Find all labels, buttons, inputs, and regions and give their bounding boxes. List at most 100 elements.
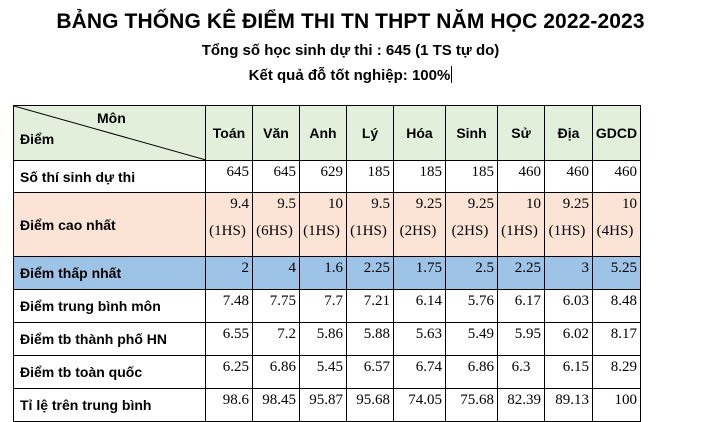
student-count-note: (1HS) xyxy=(303,223,340,239)
table-cell: 645 xyxy=(252,160,300,193)
table-cell: 6.02 xyxy=(544,322,593,356)
table-cell: 6.3 xyxy=(497,355,545,389)
table-cell: 89.13 xyxy=(544,388,593,422)
table-cell: 185 xyxy=(445,160,498,193)
max-score-value: 9.25 xyxy=(415,196,442,212)
table-cell: 645 xyxy=(205,160,253,193)
row-label: Điểm thấp nhất xyxy=(13,256,206,290)
max-score-value: 9.5 xyxy=(277,196,296,212)
max-score-value: 10 xyxy=(622,196,637,212)
table-row: Điểm tb thành phố HN 6.55 7.2 5.86 5.88 … xyxy=(13,322,641,356)
table-cell: 95.87 xyxy=(299,388,347,422)
table-cell: 5.63 xyxy=(393,322,446,356)
diagonal-divider xyxy=(14,106,206,160)
subject-header: Sử xyxy=(497,105,545,161)
graduation-result-line: Kết quả đỗ tốt nghiệp: 100% xyxy=(0,66,701,84)
table-cell: 8.48 xyxy=(592,289,641,323)
table-cell: 6.74 xyxy=(393,355,446,389)
table-row: Số thí sinh dự thi 645 645 629 185 185 1… xyxy=(13,160,641,193)
table-cell: 7.7 xyxy=(299,289,347,323)
table-cell: 6.15 xyxy=(544,355,593,389)
subject-header: Văn xyxy=(252,105,300,161)
table-cell: 5.49 xyxy=(445,322,498,356)
table-cell: 6.25 xyxy=(205,355,253,389)
table-row: Điểm tb toàn quốc 6.25 6.86 5.45 6.57 6.… xyxy=(13,355,641,389)
total-candidates-line: Tổng số học sinh dự thi : 645 (1 TS tự d… xyxy=(201,42,500,59)
student-count-note: (2HS) xyxy=(451,223,489,239)
table-row: Điểm cao nhất 9.4 (1HS) 9.5 (6HS) 10 (1HS) … xyxy=(13,192,641,257)
subject-header: Địa xyxy=(544,105,593,161)
table-cell: 98.6 xyxy=(205,388,253,422)
max-score-value: 9.5 xyxy=(371,196,390,212)
student-count-note: (4HS) xyxy=(596,223,634,239)
table-cell: 100 xyxy=(592,388,641,422)
table-cell: 8.17 xyxy=(592,322,641,356)
table-cell: 7.75 xyxy=(252,289,300,323)
row-label: Số thí sinh dự thi xyxy=(13,160,206,193)
table-cell: 9.4 (1HS) xyxy=(205,192,253,257)
table-cell: 6.86 xyxy=(252,355,300,389)
student-count-note: (2HS) xyxy=(399,223,437,239)
table-cell: 95.68 xyxy=(346,388,394,422)
table-cell: 4 xyxy=(252,256,300,290)
table-cell: 8.29 xyxy=(592,355,641,389)
subject-header: Toán xyxy=(205,105,253,161)
table-cell: 2.25 xyxy=(346,256,394,290)
table-cell: 460 xyxy=(544,160,593,193)
table-cell: 6.55 xyxy=(205,322,253,356)
table-cell: 10 (4HS) xyxy=(592,192,641,257)
score-statistics-table: Môn Điểm Toán Văn Anh Lý Hóa Sinh Sử Địa… xyxy=(13,105,641,422)
table-cell: 2 xyxy=(205,256,253,290)
table-cell: 1.75 xyxy=(393,256,446,290)
student-count-note: (6HS) xyxy=(256,223,293,239)
student-count-note: (1HS) xyxy=(548,223,586,239)
table-cell: 5.86 xyxy=(299,322,347,356)
table-cell: 9.5 (6HS) xyxy=(252,192,300,257)
table-row: Điểm trung bình môn 7.48 7.75 7.7 7.21 6… xyxy=(13,289,641,323)
table-cell: 2.25 xyxy=(497,256,545,290)
max-score-value: 10 xyxy=(328,196,343,212)
table-cell: 629 xyxy=(299,160,347,193)
table-cell: 2.5 xyxy=(445,256,498,290)
max-score-value: 9.4 xyxy=(230,196,249,212)
table-cell: 9.25 (2HS) xyxy=(445,192,498,257)
table-cell: 185 xyxy=(393,160,446,193)
text-cursor xyxy=(451,66,453,83)
subject-header: Anh xyxy=(299,105,347,161)
table-cell: 82.39 xyxy=(497,388,545,422)
corner-subject-label: Môn xyxy=(97,110,126,126)
subject-header: Lý xyxy=(346,105,394,161)
table-cell: 7.48 xyxy=(205,289,253,323)
table-cell: 6.57 xyxy=(346,355,394,389)
table-cell: 5.88 xyxy=(346,322,394,356)
table-cell: 6.03 xyxy=(544,289,593,323)
table-cell: 98.45 xyxy=(252,388,300,422)
table-cell: 3 xyxy=(544,256,593,290)
table-cell: 75.68 xyxy=(445,388,498,422)
table-cell: 5.25 xyxy=(592,256,641,290)
subject-header: Hóa xyxy=(393,105,446,161)
row-label: Điểm tb toàn quốc xyxy=(13,355,206,389)
corner-header-cell: Môn Điểm xyxy=(13,105,206,161)
table-row: Điểm thấp nhất 2 4 1.6 2.25 1.75 2.5 2.2… xyxy=(13,256,641,290)
graduation-result-text: Kết quả đỗ tốt nghiệp: 100% xyxy=(248,67,451,84)
subject-header: Sinh xyxy=(445,105,498,161)
table-cell: 5.76 xyxy=(445,289,498,323)
table-cell: 10 (1HS) xyxy=(497,192,545,257)
max-score-value: 10 xyxy=(526,196,541,212)
table-cell: 185 xyxy=(346,160,394,193)
max-score-value: 9.25 xyxy=(562,196,589,212)
table-cell: 7.2 xyxy=(252,322,300,356)
table-cell: 460 xyxy=(497,160,545,193)
table-cell: 5.95 xyxy=(497,322,545,356)
row-label: Điểm tb thành phố HN xyxy=(13,322,206,356)
subject-header: GDCD xyxy=(592,105,641,161)
student-count-note: (1HS) xyxy=(209,223,246,239)
table-cell: 7.21 xyxy=(346,289,394,323)
table-row: Tỉ lệ trên trung bình 98.6 98.45 95.87 9… xyxy=(13,388,641,422)
student-count-note: (1HS) xyxy=(350,223,387,239)
corner-score-label: Điểm xyxy=(20,131,55,147)
row-label: Tỉ lệ trên trung bình xyxy=(13,388,206,422)
table-cell: 6.14 xyxy=(393,289,446,323)
table-cell: 460 xyxy=(592,160,641,193)
